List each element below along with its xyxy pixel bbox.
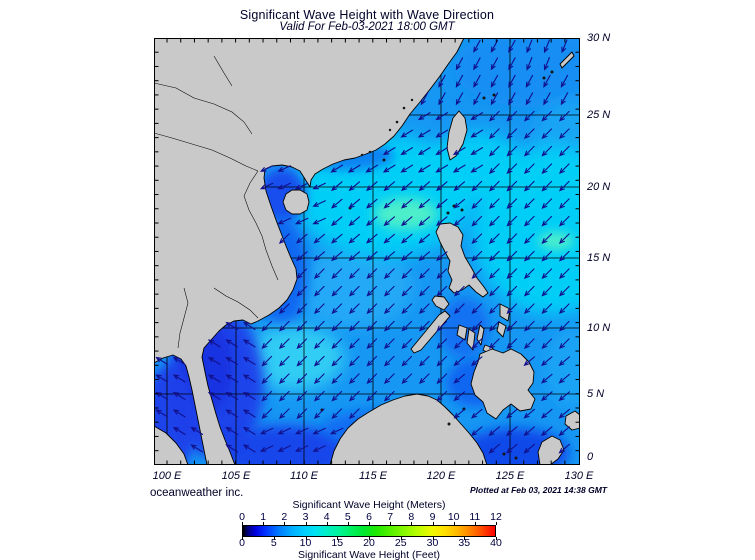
meters-tick-label: 8 xyxy=(408,511,415,523)
feet-tick-label: 15 xyxy=(331,537,344,549)
y-tick-label: 25 N xyxy=(587,109,611,121)
meters-tick-label: 12 xyxy=(490,511,502,523)
legend-feet-label: Significant Wave Height (Feet) xyxy=(297,549,440,560)
land-cebu xyxy=(476,324,485,346)
colorbar-tick xyxy=(305,537,307,540)
chart-subtitle: Valid For Feb-03-2021 18:00 GMT xyxy=(279,21,455,33)
land-negros xyxy=(466,328,476,351)
meters-tick-label: 1 xyxy=(260,511,267,523)
x-tick-label: 125 E xyxy=(495,470,525,482)
feet-tick-label: 40 xyxy=(490,537,502,549)
land-luzon xyxy=(435,222,489,298)
island-dots xyxy=(320,70,554,460)
colorbar-tick xyxy=(496,522,497,525)
colorbar-tick xyxy=(453,522,455,525)
colorbar-tick xyxy=(369,522,370,525)
x-tick-label: 115 E xyxy=(359,470,387,482)
land-ryukyu-islet xyxy=(559,51,575,69)
map-area xyxy=(153,37,581,466)
land-mainland-asia xyxy=(154,38,465,465)
x-tick-label: 100 E xyxy=(152,470,182,482)
colorbar-tick xyxy=(432,522,434,525)
colorbar-tick xyxy=(242,537,243,540)
colorbar-tick xyxy=(263,522,265,525)
meters-tick-label: 5 xyxy=(344,511,351,523)
colorbar-tick xyxy=(411,522,413,525)
x-tick-label: 110 E xyxy=(290,470,318,482)
land-taiwan xyxy=(446,110,468,161)
colorbar-tick xyxy=(496,537,497,540)
y-tick-label: 10 N xyxy=(587,322,611,334)
colorbar-tick xyxy=(390,522,392,525)
land-panay xyxy=(456,324,468,341)
y-tick-label: 15 N xyxy=(587,252,611,264)
land-mindanao xyxy=(470,348,536,420)
colorbar-tick xyxy=(432,537,434,540)
colorbar-tick xyxy=(284,522,286,525)
colorbar-tick xyxy=(337,537,339,540)
colorbar-tick xyxy=(326,522,328,525)
meters-tick-label: 3 xyxy=(302,511,309,523)
x-tick-label: 130 E xyxy=(564,470,594,482)
land-samar xyxy=(499,303,511,322)
feet-tick-label: 0 xyxy=(239,537,245,549)
meters-tick-label: 6 xyxy=(366,511,372,523)
map-svg xyxy=(153,37,581,466)
feet-tick-label: 35 xyxy=(458,537,471,549)
colorbar-tick xyxy=(464,537,466,540)
meters-tick-label: 11 xyxy=(469,511,481,523)
feet-tick-label: 30 xyxy=(426,537,439,549)
land-sumatra xyxy=(154,425,189,465)
y-tick-label: 20 N xyxy=(587,181,611,193)
colorbar xyxy=(242,525,496,537)
meters-tick-label: 4 xyxy=(323,511,330,523)
land-mindoro xyxy=(431,295,450,311)
feet-tick-label: 5 xyxy=(270,537,277,549)
legend-meters-label: Significant Wave Height (Meters) xyxy=(292,499,446,511)
colorbar-tick xyxy=(273,537,275,540)
colorbar-tick xyxy=(369,537,370,540)
y-tick-label: 0 xyxy=(587,451,594,463)
meters-tick-label: 7 xyxy=(387,511,394,523)
landmasses xyxy=(154,38,580,465)
feet-tick-label: 25 xyxy=(394,537,407,549)
wave-direction-arrows xyxy=(155,39,571,454)
meters-tick-label: 2 xyxy=(281,511,288,523)
colorbar-tick xyxy=(305,522,307,525)
x-tick-label: 105 E xyxy=(221,470,251,482)
y-tick-label: 30 N xyxy=(587,32,611,44)
land-halmahera-tip xyxy=(564,410,580,431)
meters-tick-label: 9 xyxy=(429,511,436,523)
colorbar-tick xyxy=(347,522,349,525)
country-borders xyxy=(154,55,279,349)
land-hainan xyxy=(282,189,310,215)
chart-title: Significant Wave Height with Wave Direct… xyxy=(239,8,495,22)
feet-tick-label: 20 xyxy=(363,537,375,549)
plotted-timestamp: Plotted at Feb 03, 2021 14:38 GMT xyxy=(470,485,607,495)
land-borneo xyxy=(329,393,488,465)
land-leyte xyxy=(496,321,507,338)
feet-tick-label: 10 xyxy=(299,537,312,549)
meters-tick-label: 0 xyxy=(239,511,245,523)
meters-tick-label: 10 xyxy=(447,511,460,523)
land-sulawesi-tip xyxy=(537,435,565,465)
credit-text: oceanweather inc. xyxy=(150,487,244,499)
colorbar-tick xyxy=(242,522,243,525)
y-tick-label: 5 N xyxy=(587,388,605,400)
colorbar-tick xyxy=(474,522,476,525)
colorbar-tick xyxy=(400,537,402,540)
land-palawan xyxy=(410,310,451,354)
x-tick-label: 120 E xyxy=(426,470,456,482)
